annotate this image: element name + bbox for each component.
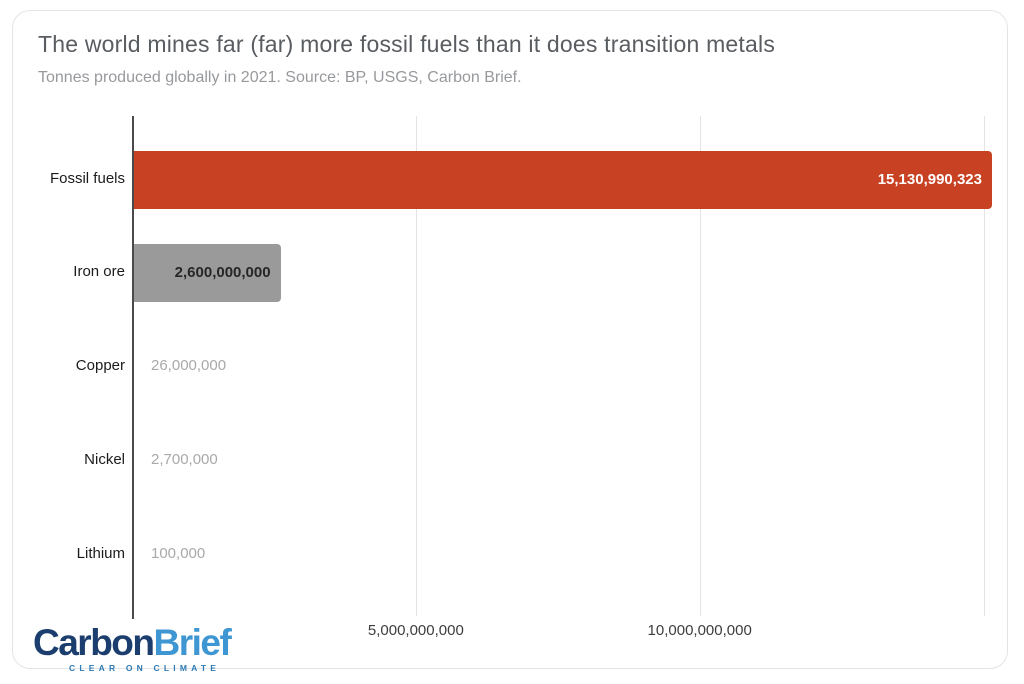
- x-axis-tick-label: 10,000,000,000: [647, 622, 752, 639]
- category-label: Nickel: [84, 450, 125, 468]
- logo-tagline: CLEAR ON CLIMATE: [69, 663, 221, 673]
- vertical-gridline: [699, 116, 701, 616]
- logo-carbon-text: Carbon: [33, 622, 155, 663]
- bar-value-label: 100,000: [151, 544, 206, 562]
- logo-wordmark: CarbonBrief: [33, 622, 232, 663]
- category-label: Iron ore: [73, 263, 125, 281]
- bar-value-label: 15,130,990,323: [877, 170, 982, 188]
- carbonbrief-logo: CarbonBrief CLEAR ON CLIMATE: [33, 622, 232, 674]
- x-axis-tick-label: 5,000,000,000: [367, 622, 464, 639]
- bar-chart-plot: Fossil fuels 15,130,990,323 Iron ore 2,600,…: [13, 11, 1007, 668]
- bar-value-label: 2,600,000,000: [174, 264, 271, 282]
- category-label: Copper: [75, 357, 125, 374]
- category-label: Fossil fuels: [49, 169, 125, 187]
- chart-card: The world mines far (far) more fossil fu…: [12, 10, 1008, 673]
- bar-value-label: 26,000,000: [151, 357, 227, 374]
- chart-title: The world mines far (far) more fossil fu…: [38, 31, 776, 57]
- bar-fossil-fuels: 15,130,990,323: [133, 150, 992, 209]
- vertical-gridline: [415, 116, 417, 616]
- category-label: Lithium: [76, 544, 125, 562]
- bar-value-label: 2,700,000: [151, 450, 218, 468]
- y-axis-line: [132, 116, 134, 619]
- logo-brief-text: Brief: [153, 622, 232, 663]
- bar-iron-ore: 2,600,000,000: [133, 244, 281, 303]
- vertical-gridline: [983, 116, 985, 616]
- chart-subtitle: Tonnes produced globally in 2021. Source…: [38, 69, 522, 86]
